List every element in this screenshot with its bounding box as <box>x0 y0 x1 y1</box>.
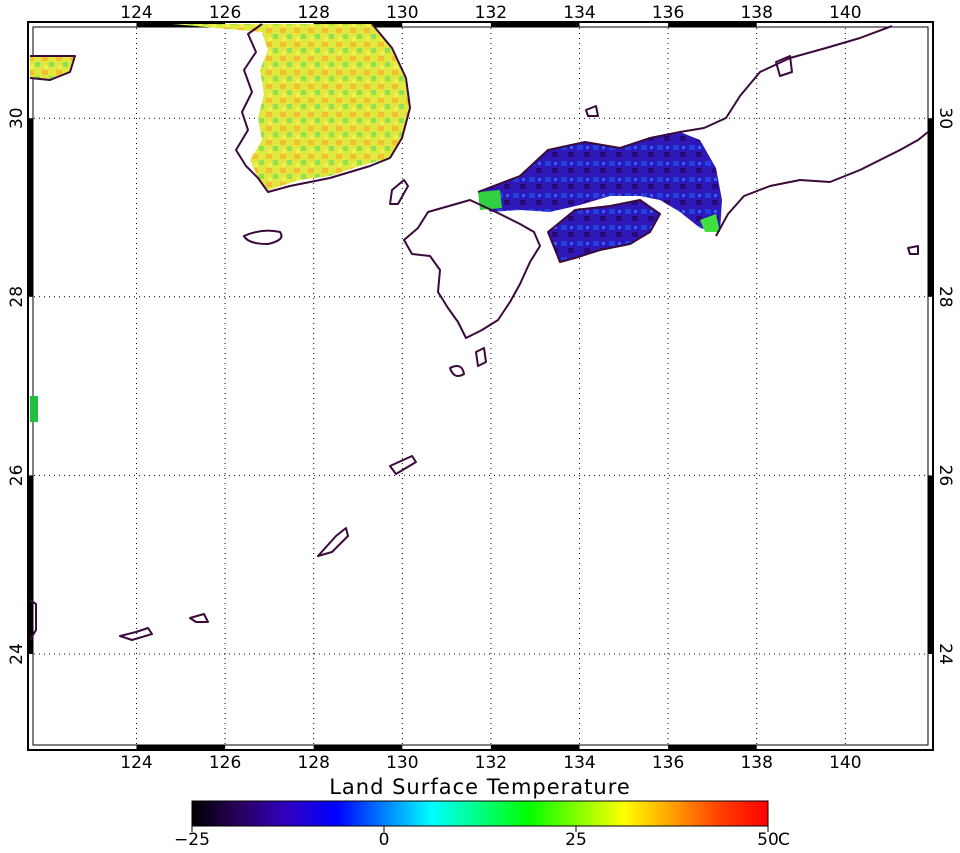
japan-green-patch-2 <box>700 214 720 232</box>
frame-bar-bottom <box>313 745 403 750</box>
amami-island <box>389 455 417 475</box>
ishigaki-island <box>189 613 209 623</box>
colorbar: −25 0 25 50 C <box>174 800 790 850</box>
latitude-labels-right: 24262830323436 <box>935 107 955 665</box>
lon-tick-label-top: 138 <box>740 3 772 23</box>
frame-bar-top <box>668 22 757 27</box>
map-title: Land Surface Temperature <box>329 775 631 799</box>
lst-data-layer <box>30 24 722 422</box>
oki-island <box>585 105 599 117</box>
lat-tick-label-left: 30 <box>7 107 27 129</box>
colorbar-tick-label: −25 <box>174 830 210 850</box>
lon-tick-label-top: 132 <box>475 3 507 23</box>
honshu-coastline <box>477 25 893 193</box>
okinawa-island <box>317 527 349 557</box>
longitude-labels-bottom: 124 126 128 130 132 134 136 138 140 <box>120 753 861 773</box>
frame-bar-left <box>28 118 33 297</box>
lat-tick-label-right: 26 <box>935 465 955 487</box>
colorbar-unit-label: C <box>778 830 790 850</box>
map-frame <box>27 21 934 751</box>
colorbar-tick-label: 25 <box>565 830 587 850</box>
jeju-island <box>243 229 283 245</box>
china-lst-fragment-2 <box>30 396 38 422</box>
lat-tick-label-right: 30 <box>935 107 955 129</box>
kyushu-coastline <box>403 199 541 339</box>
lon-tick-label-bottom: 134 <box>563 753 595 773</box>
korea-lst-field <box>172 24 410 190</box>
china-coast-north <box>29 55 76 81</box>
lon-tick-label-bottom: 130 <box>386 753 418 773</box>
graticule-grid <box>34 28 927 744</box>
longitude-labels-top: 124 126 128 130 132 134 136 138 140 <box>120 3 861 23</box>
colorbar-tick-label: 50 <box>757 830 779 850</box>
colorbar-tick-label: 0 <box>379 830 390 850</box>
frame-bar-right <box>928 475 933 654</box>
sado-island <box>775 55 793 77</box>
miyako-island <box>119 627 153 641</box>
yakushima-island <box>475 347 487 367</box>
lon-tick-label-top: 126 <box>209 3 241 23</box>
korea-coastline <box>235 23 411 193</box>
frame-bar-bottom <box>668 745 757 750</box>
lon-tick-label-bottom: 126 <box>209 753 241 773</box>
colorbar-ticks: −25 0 25 50 <box>174 826 779 850</box>
frame-bar-top <box>490 22 580 27</box>
japan-honshu-lst-field <box>478 132 722 232</box>
lon-tick-label-top: 136 <box>652 3 684 23</box>
colorbar-gradient <box>191 800 769 827</box>
japan-shikoku-lst-field <box>548 200 660 262</box>
shikoku-coastline <box>547 199 661 263</box>
izu-island <box>907 245 919 255</box>
japan-green-patch <box>478 190 502 210</box>
lon-tick-label-bottom: 124 <box>120 753 152 773</box>
latitude-labels-left: 24262830323436 <box>7 107 27 665</box>
lat-tick-label-left: 24 <box>7 643 27 665</box>
lon-tick-label-top: 124 <box>120 3 152 23</box>
lon-tick-label-top: 130 <box>386 3 418 23</box>
frame-bar-left <box>28 475 33 654</box>
lon-tick-label-top: 128 <box>297 3 329 23</box>
frame-bar-bottom <box>490 745 580 750</box>
coastlines <box>29 23 929 641</box>
honshu-pacific-coastline <box>715 131 929 237</box>
lon-tick-label-bottom: 128 <box>297 753 329 773</box>
lon-tick-label-bottom: 132 <box>475 753 507 773</box>
lat-tick-label-left: 28 <box>7 286 27 308</box>
lon-tick-label-bottom: 138 <box>740 753 772 773</box>
lat-tick-label-right: 28 <box>935 286 955 308</box>
lat-tick-label-right: 24 <box>935 643 955 665</box>
lon-tick-label-bottom: 136 <box>652 753 684 773</box>
lon-tick-label-top: 140 <box>829 3 861 23</box>
frame-bar-bottom <box>136 745 226 750</box>
frame-bar-right <box>928 118 933 297</box>
lon-tick-label-top: 134 <box>563 3 595 23</box>
lon-tick-label-bottom: 140 <box>829 753 861 773</box>
china-lst-fragment <box>30 56 75 80</box>
tsushima-island <box>389 179 409 205</box>
tanegashima-island <box>449 365 465 377</box>
lat-tick-label-left: 26 <box>7 465 27 487</box>
taiwan-fragment <box>29 599 37 641</box>
